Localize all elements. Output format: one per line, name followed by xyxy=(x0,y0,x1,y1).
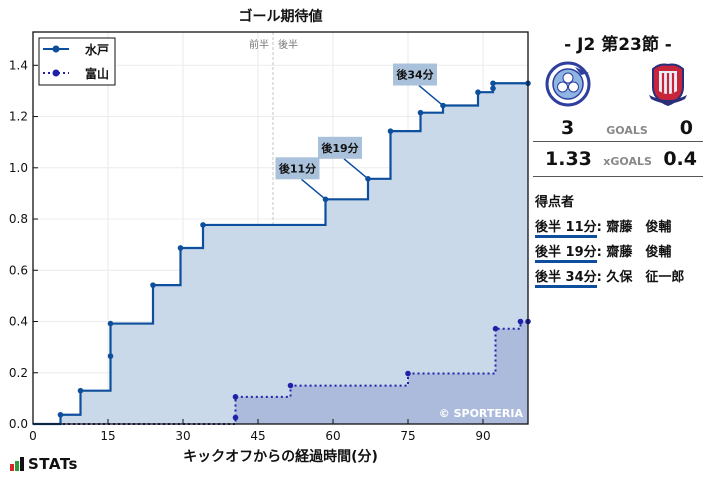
chart-title: ゴール期待値 xyxy=(238,9,323,25)
toyama-crest-icon xyxy=(649,63,687,107)
svg-text:0.2: 0.2 xyxy=(9,366,28,380)
team-crests xyxy=(533,61,703,121)
svg-text:1.2: 1.2 xyxy=(9,110,28,124)
away-xgoals: 0.4 xyxy=(663,148,697,170)
svg-text:富山: 富山 xyxy=(85,66,109,81)
goals-row: 3 GOALS 0 xyxy=(533,117,703,142)
second-half-label: 後半 xyxy=(278,38,298,51)
svg-text:後11分: 後11分 xyxy=(279,161,316,175)
scorer-item: 後半 34分: 久保 征一郎 xyxy=(535,266,703,288)
svg-text:後34分: 後34分 xyxy=(396,68,433,82)
stats-bars-icon xyxy=(10,457,24,471)
stats-logo: STATs xyxy=(10,457,78,472)
goals-label: GOALS xyxy=(606,124,648,137)
svg-text:15: 15 xyxy=(100,429,115,443)
toyama-area xyxy=(33,321,528,424)
svg-text:45: 45 xyxy=(250,429,265,443)
first-half-label: 前半 xyxy=(249,38,269,51)
scorer-item: 後半 19分: 齋藤 俊輔 xyxy=(535,241,703,263)
home-goals: 3 xyxy=(561,117,575,139)
mito-line xyxy=(33,82,528,426)
scorers-list: 得点者 後半 11分: 齋藤 俊輔 後半 19分: 齋藤 俊輔 後半 34分: … xyxy=(533,191,703,288)
scorer-name: 齋藤 俊輔 xyxy=(606,220,672,235)
axis-ticks: 0 15 30 45 60 75 90 0.0 0.2 0.4 0.6 0.8 1.0 1.2 1.4 xyxy=(9,58,491,443)
svg-text:後19分: 後19分 xyxy=(321,141,358,155)
svg-text:75: 75 xyxy=(400,429,415,443)
scorer-name: 久保 征一郎 xyxy=(606,270,685,285)
svg-text:水戸: 水戸 xyxy=(85,42,109,57)
scorer-name: 齋藤 俊輔 xyxy=(606,245,672,260)
plot-frame xyxy=(32,31,529,425)
x-axis-label: キックオフからの経過時間(分) xyxy=(183,449,378,465)
xgoals-row: 1.33 xGOALS 0.4 xyxy=(533,148,703,177)
svg-text:1.0: 1.0 xyxy=(9,161,28,175)
svg-text:0.6: 0.6 xyxy=(9,263,28,277)
goal-time: 後半 34分 xyxy=(535,270,597,288)
svg-text:0.0: 0.0 xyxy=(9,417,28,431)
round-title: - J2 第23節 - xyxy=(564,35,672,55)
copyright-text: © SPORTERIA xyxy=(439,407,524,420)
svg-text:1.4: 1.4 xyxy=(9,58,28,72)
scorer-item: 後半 11分: 齋藤 俊輔 xyxy=(535,216,703,238)
goal-time: 後半 19分 xyxy=(535,245,597,263)
scorers-header: 得点者 xyxy=(535,195,575,210)
match-summary-panel: - J2 第23節 - 3 GOALS 0 1.33 xGOALS 0.4 得点… xyxy=(533,26,703,291)
svg-text:30: 30 xyxy=(175,429,190,443)
mito-area xyxy=(33,83,528,425)
xgoals-label: xGOALS xyxy=(603,155,652,168)
data-points xyxy=(57,80,531,421)
svg-text:0.4: 0.4 xyxy=(9,315,28,329)
svg-text:60: 60 xyxy=(325,429,340,443)
svg-text:90: 90 xyxy=(475,429,490,443)
mito-crest-icon xyxy=(545,61,591,107)
home-xgoals: 1.33 xyxy=(545,148,592,170)
svg-text:0.8: 0.8 xyxy=(9,212,28,226)
goal-time: 後半 11分 xyxy=(535,220,597,238)
away-goals: 0 xyxy=(679,117,693,139)
svg-text:0: 0 xyxy=(29,429,37,443)
